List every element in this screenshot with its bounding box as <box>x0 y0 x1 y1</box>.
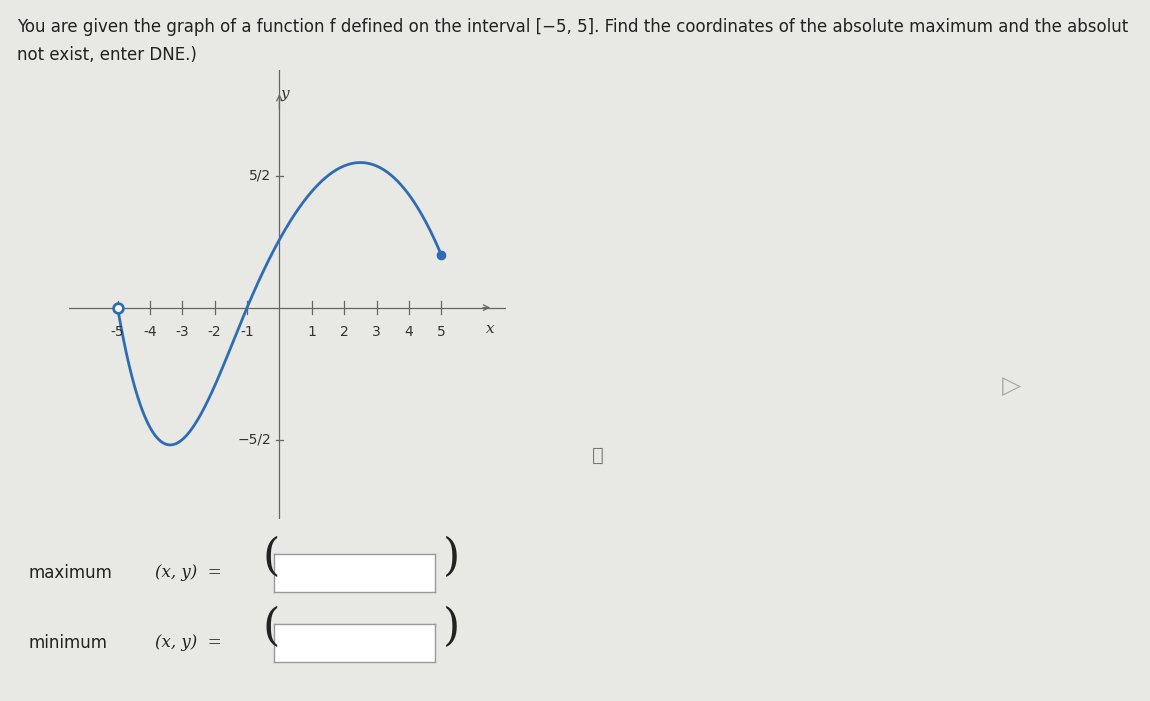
Text: −5/2: −5/2 <box>238 433 271 447</box>
Text: 5: 5 <box>437 325 446 339</box>
Text: ): ) <box>443 606 460 649</box>
Text: y: y <box>281 87 290 101</box>
Text: not exist, enter DNE.): not exist, enter DNE.) <box>17 46 197 64</box>
Text: You are given the graph of a function f defined on the interval [−5, 5]. Find th: You are given the graph of a function f … <box>17 18 1128 36</box>
Text: (: ( <box>262 606 279 649</box>
Text: 2: 2 <box>339 325 348 339</box>
Text: maximum: maximum <box>29 564 113 583</box>
Text: 5/2: 5/2 <box>250 169 271 183</box>
Text: 3: 3 <box>373 325 381 339</box>
Text: minimum: minimum <box>29 634 108 653</box>
Text: ▷: ▷ <box>1003 374 1021 397</box>
Text: -2: -2 <box>208 325 222 339</box>
Text: -3: -3 <box>176 325 189 339</box>
Text: -5: -5 <box>110 325 124 339</box>
Text: 1: 1 <box>307 325 316 339</box>
Text: ⓘ: ⓘ <box>592 446 604 465</box>
Text: (: ( <box>262 536 279 579</box>
Text: 4: 4 <box>405 325 413 339</box>
Text: x: x <box>485 322 494 336</box>
Text: (x, y)  =: (x, y) = <box>155 564 222 581</box>
Text: (x, y)  =: (x, y) = <box>155 634 222 651</box>
Text: -1: -1 <box>240 325 254 339</box>
Text: ): ) <box>443 536 460 579</box>
Text: -4: -4 <box>143 325 156 339</box>
